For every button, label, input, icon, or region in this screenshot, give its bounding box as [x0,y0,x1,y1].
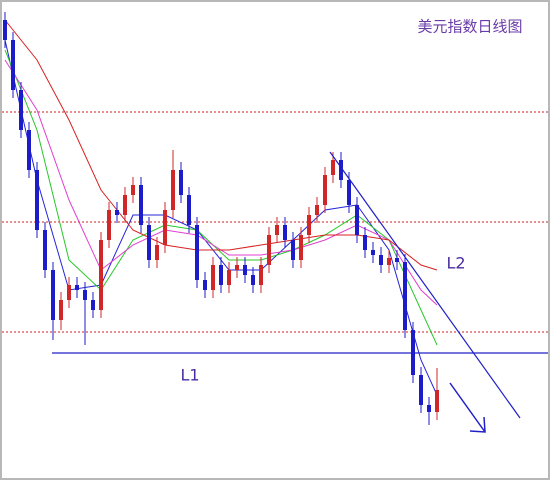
candle-body [363,235,367,250]
annotation: L1 [180,366,199,385]
candle-body [35,170,39,230]
candle-body [179,170,183,195]
candle-body [67,285,71,300]
candle-body [211,265,215,290]
l2-line [329,151,521,419]
candle-body [267,235,271,265]
candle-body [355,205,359,235]
moving-average [4,59,438,306]
candle-body [187,195,191,225]
candle-body [3,20,7,40]
candle-body [307,215,311,235]
candle-body [155,245,159,260]
candle-body [27,130,31,170]
candle-body [107,210,111,240]
candle-body [83,290,87,300]
arrow [449,382,486,433]
candle-body [75,285,79,290]
candle-body [243,265,247,275]
candle-body [347,180,351,205]
candle-body [251,275,255,285]
candle-body [275,225,279,235]
candle-body [291,240,295,260]
candle-body [427,405,431,412]
candle-body [435,390,439,412]
candle-body [283,225,287,240]
candle-body [195,225,199,280]
candle-body [115,210,119,215]
candle-body [315,205,319,215]
candle-body [387,258,391,265]
candle-body [227,270,231,285]
candle-body [395,258,399,262]
moving-average [4,19,438,271]
annotation: L2 [446,254,465,273]
candle-body [379,255,383,265]
candle-body [91,300,95,310]
candle-body [139,185,143,225]
candle-body [203,280,207,290]
candle-body [147,225,151,260]
candle-body [171,170,175,210]
plot [3,12,439,425]
candle-body [163,210,167,245]
candle-body [51,270,55,320]
candle-body [59,300,63,320]
candle-body [123,195,127,215]
candle-body [339,160,343,180]
candle-body [43,230,47,270]
chart-title: 美元指数日线图 [417,18,522,36]
candle-body [99,240,103,310]
candle-body [299,235,303,260]
candle-body [131,185,135,195]
candle-body [331,160,335,175]
candle-body [403,262,407,330]
candle-body [259,265,263,285]
candle-body [235,265,239,270]
candle-body [11,40,15,90]
candle-body [371,250,375,255]
candle-body [19,90,23,130]
candle-body [323,175,327,205]
candle-body [419,375,423,405]
moving-average [4,49,438,346]
candle-body [219,265,223,285]
level-lines [2,111,548,333]
